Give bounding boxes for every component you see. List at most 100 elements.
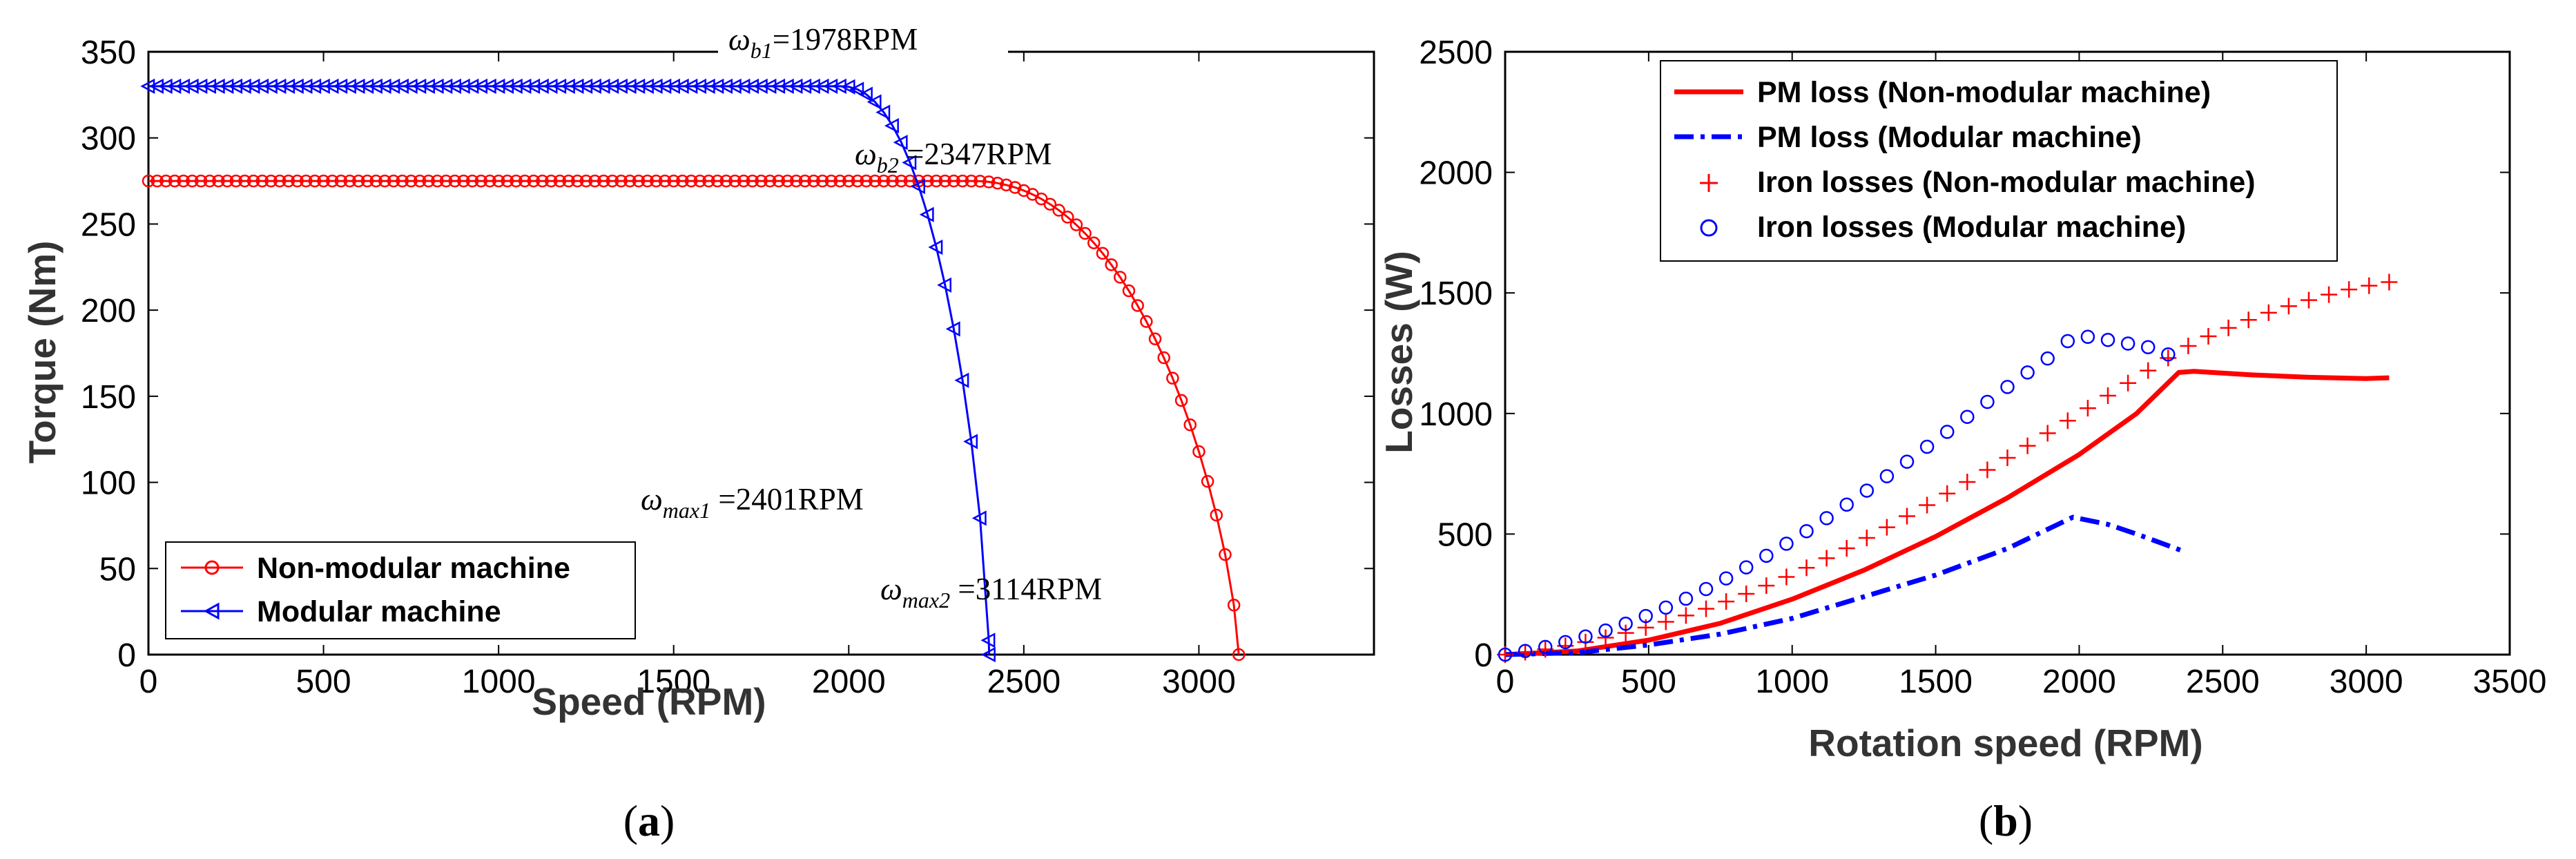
- data-point-iron-loss-modular: [1939, 425, 1955, 439]
- data-point-nonmodular: [194, 174, 208, 188]
- data-point-iron-loss-nonmodular: [1718, 593, 1735, 610]
- data-point-nonmodular: [702, 174, 715, 188]
- data-point-nonmodular: [1192, 445, 1205, 459]
- data-point-iron-loss-nonmodular: [1999, 450, 2016, 467]
- x-tick-label: 0: [1496, 664, 1515, 700]
- data-point-iron-loss-modular: [1498, 647, 1513, 662]
- data-point-iron-loss-modular: [2100, 333, 2115, 347]
- annotation-wmax1: ωmax1 =2401RPM: [641, 482, 864, 523]
- data-point-nonmodular: [1008, 181, 1022, 194]
- data-point-modular: [350, 78, 365, 94]
- data-point-nonmodular: [1061, 211, 1074, 224]
- data-point-nonmodular: [1166, 371, 1179, 385]
- caption-a-letter: a: [638, 796, 660, 845]
- data-point-modular: [928, 239, 943, 255]
- data-point-modular: [612, 78, 628, 94]
- caption-a-open: (: [623, 796, 638, 845]
- data-point-iron-loss-nonmodular: [2220, 319, 2237, 336]
- x-tick-label: 500: [1621, 664, 1676, 700]
- data-point-nonmodular: [431, 174, 444, 188]
- data-point-modular: [140, 78, 155, 94]
- data-point-iron-loss-nonmodular: [1878, 519, 1895, 536]
- data-point-nonmodular: [1219, 548, 1232, 561]
- y-axis-ticks-a: 0 50 100 150 200 250 300 350: [81, 35, 1374, 674]
- x-tick-label: 2500: [2186, 664, 2260, 700]
- y-axis-label-b: Losses (W): [1377, 251, 1420, 453]
- data-point-nonmodular: [606, 174, 619, 188]
- data-point-nonmodular: [264, 174, 278, 188]
- annotation-wmax2-sub: max2: [902, 588, 950, 612]
- data-point-modular: [455, 78, 470, 94]
- data-point-modular: [744, 78, 759, 94]
- x-tick-label: 1500: [1899, 664, 1973, 700]
- data-point-nonmodular: [360, 174, 374, 188]
- annotation-wmax1-text: =2401RPM: [710, 482, 864, 517]
- x-axis-label-a: Speed (RPM): [532, 680, 766, 723]
- data-point-nonmodular: [413, 174, 427, 188]
- data-point-modular: [534, 78, 549, 94]
- data-point-modular: [280, 78, 296, 94]
- data-point-nonmodular: [142, 174, 155, 188]
- data-point-nonmodular: [343, 174, 356, 188]
- data-point-modular: [971, 510, 987, 526]
- data-point-nonmodular: [903, 174, 917, 188]
- data-point-nonmodular: [641, 174, 654, 188]
- data-point-nonmodular: [1069, 218, 1083, 231]
- data-point-iron-loss-modular: [1658, 600, 1674, 615]
- data-point-modular: [464, 78, 479, 94]
- data-point-iron-loss-nonmodular: [1858, 529, 1875, 546]
- data-point-nonmodular: [974, 175, 987, 188]
- y-tick-label: 50: [99, 551, 136, 588]
- data-point-nonmodular: [816, 174, 829, 188]
- data-point-modular: [298, 78, 313, 94]
- data-point-modular: [595, 78, 610, 94]
- data-point-nonmodular: [544, 174, 558, 188]
- data-point-iron-loss-modular: [2120, 336, 2136, 351]
- data-point-nonmodular: [789, 174, 803, 188]
- series-line-pm-loss-modular: [1504, 514, 2184, 657]
- data-point-iron-loss-modular: [1799, 523, 1814, 539]
- data-point-modular: [193, 78, 208, 94]
- data-point-modular: [762, 78, 777, 94]
- data-point-iron-loss-modular: [1518, 644, 1533, 659]
- data-point-modular: [639, 78, 654, 94]
- annotation-wmax2-symbol: ω: [880, 572, 902, 606]
- data-point-iron-loss-nonmodular: [2200, 328, 2217, 345]
- data-point-nonmodular: [422, 174, 435, 188]
- data-point-iron-loss-modular: [1678, 591, 1694, 606]
- y-tick-label: 1000: [1419, 396, 1493, 433]
- data-point-iron-loss-nonmodular: [2260, 304, 2277, 321]
- legend-marker-nonmodular-a: [204, 560, 220, 575]
- data-point-iron-loss-nonmodular: [2059, 412, 2076, 430]
- data-point-modular: [735, 78, 750, 94]
- x-tick-label: 3000: [1162, 664, 1236, 700]
- annotation-wb1-symbol: ω: [728, 22, 750, 57]
- data-point-nonmodular: [842, 174, 855, 188]
- data-point-nonmodular: [798, 174, 812, 188]
- data-point-iron-loss-nonmodular: [1818, 550, 1835, 567]
- data-point-modular: [771, 78, 786, 94]
- data-point-iron-loss-modular: [1960, 409, 1975, 424]
- x-tick-label: 2000: [812, 664, 886, 700]
- data-point-iron-loss-nonmodular: [1899, 508, 1915, 525]
- data-point-iron-loss-modular: [1598, 623, 1613, 638]
- data-point-modular: [726, 78, 742, 94]
- data-point-nonmodular: [623, 174, 637, 188]
- data-point-modular: [911, 178, 925, 195]
- data-point-nonmodular: [151, 174, 164, 188]
- losses-speed-chart: 0 500 1000 1500 2000 2500 3000 3500 0 500 1000 150…: [1377, 35, 2546, 845]
- data-point-nonmodular: [369, 174, 382, 188]
- data-point-iron-loss-nonmodular: [1617, 624, 1634, 641]
- x-axis-ticks-b: 0 500 1000 1500 2000 2500 3000 3500: [1496, 52, 2546, 700]
- data-point-modular: [262, 78, 278, 94]
- data-point-modular: [210, 78, 225, 94]
- data-point-modular: [858, 86, 873, 102]
- data-point-nonmodular: [159, 174, 173, 188]
- data-point-modular: [447, 78, 461, 94]
- caption-a-close: ): [660, 796, 675, 845]
- y-tick-label: 2500: [1419, 35, 1493, 71]
- data-point-nonmodular: [492, 174, 505, 188]
- x-tick-label: 2500: [987, 664, 1061, 700]
- data-point-nonmodular: [938, 174, 951, 188]
- x-tick-label: 1000: [462, 664, 536, 700]
